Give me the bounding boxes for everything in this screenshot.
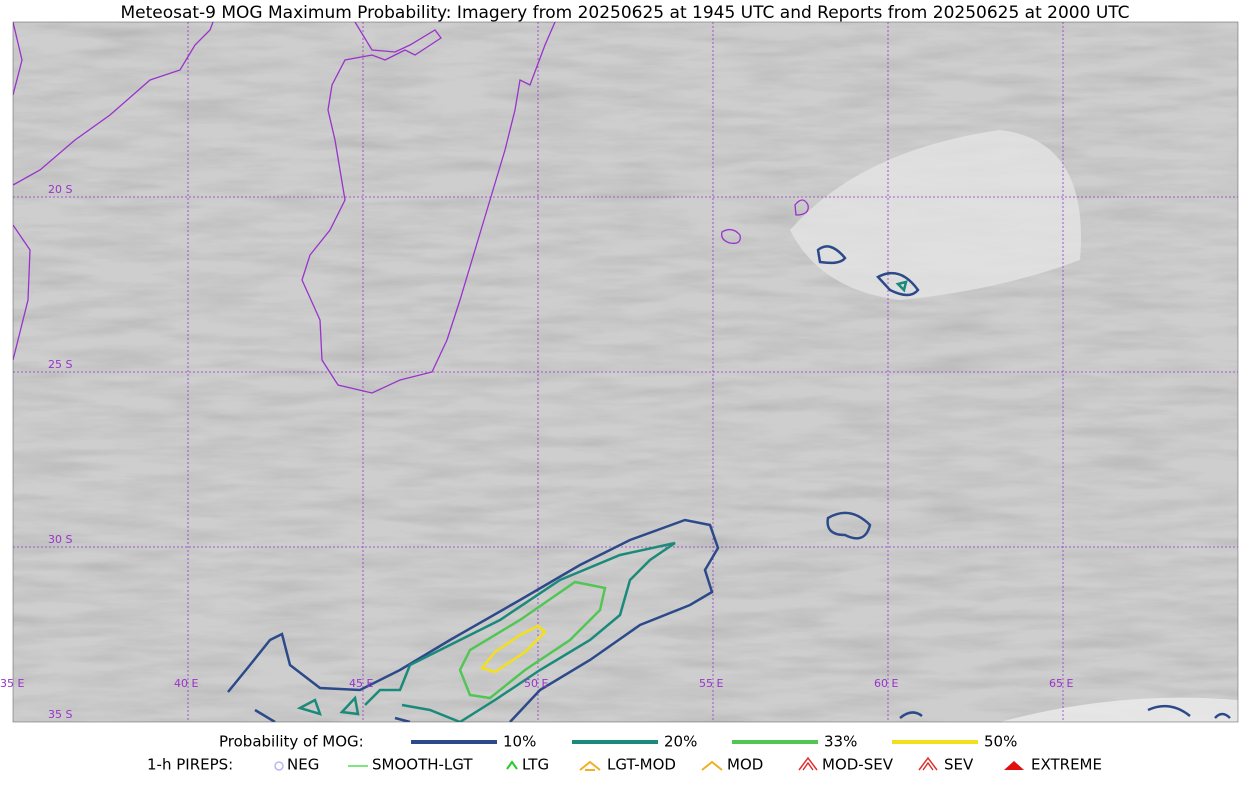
longitude-label: 60 E: [874, 677, 898, 690]
coastline: [13, 22, 214, 186]
legend-label: NEG: [287, 756, 319, 774]
map-frame: [12, 21, 1239, 723]
longitude-label: 55 E: [699, 677, 723, 690]
graticule: [13, 22, 1238, 722]
legend-icon: [274, 761, 284, 771]
legend-label: EXTREME: [1031, 756, 1102, 774]
longitude-label: 65 E: [1049, 677, 1073, 690]
legend-icon: [798, 756, 818, 771]
map: [13, 22, 1238, 722]
legend-icon: [579, 760, 601, 771]
legend-icon: [701, 760, 723, 771]
coastline: [13, 22, 23, 96]
longitude-label: 40 E: [174, 677, 198, 690]
contour-20: [296, 695, 360, 716]
legend-label: 33%: [824, 733, 857, 751]
legend-label: 20%: [664, 733, 697, 751]
longitude-label: 50 E: [524, 677, 548, 690]
legend-label: MOD-SEV: [822, 756, 894, 774]
contour-10: [227, 518, 720, 722]
legend-title: 1-h PIREPS:: [147, 756, 233, 774]
contour-33: [458, 580, 607, 700]
legend-label: 50%: [984, 733, 1017, 751]
legend-icon: [1004, 761, 1024, 770]
island: [794, 199, 809, 216]
cloud-band: [790, 130, 1081, 300]
latitude-label: 30 S: [48, 533, 72, 546]
longitude-label: 45 E: [349, 677, 373, 690]
title: Meteosat-9 MOG Maximum Probability: Imag…: [120, 3, 1129, 23]
contour-10: [816, 245, 920, 540]
contour-20: [364, 541, 676, 722]
legend-label: LTG: [522, 756, 549, 774]
legend-title: Probability of MOG:: [219, 733, 364, 751]
legend-label: SMOOTH-LGT: [372, 756, 473, 774]
contour-50: [479, 624, 547, 674]
longitude-label: 35 E: [0, 677, 24, 690]
contour-10: [899, 704, 1231, 719]
contour-10: [254, 708, 411, 722]
coastline: [13, 224, 31, 361]
latitude-label: 35 S: [48, 708, 72, 721]
cloud-band: [1000, 697, 1238, 722]
legend-icon: [918, 756, 938, 771]
island: [721, 228, 741, 244]
latitude-label: 25 S: [48, 358, 72, 371]
legend-label: MOD: [727, 756, 763, 774]
contour-20: [895, 280, 908, 293]
legend-label: 10%: [503, 733, 536, 751]
latitude-label: 20 S: [48, 183, 72, 196]
legend-label: SEV: [944, 756, 974, 774]
legend-icon: [506, 760, 518, 770]
legend-label: LGT-MOD: [607, 756, 676, 774]
coastline: [301, 22, 556, 394]
